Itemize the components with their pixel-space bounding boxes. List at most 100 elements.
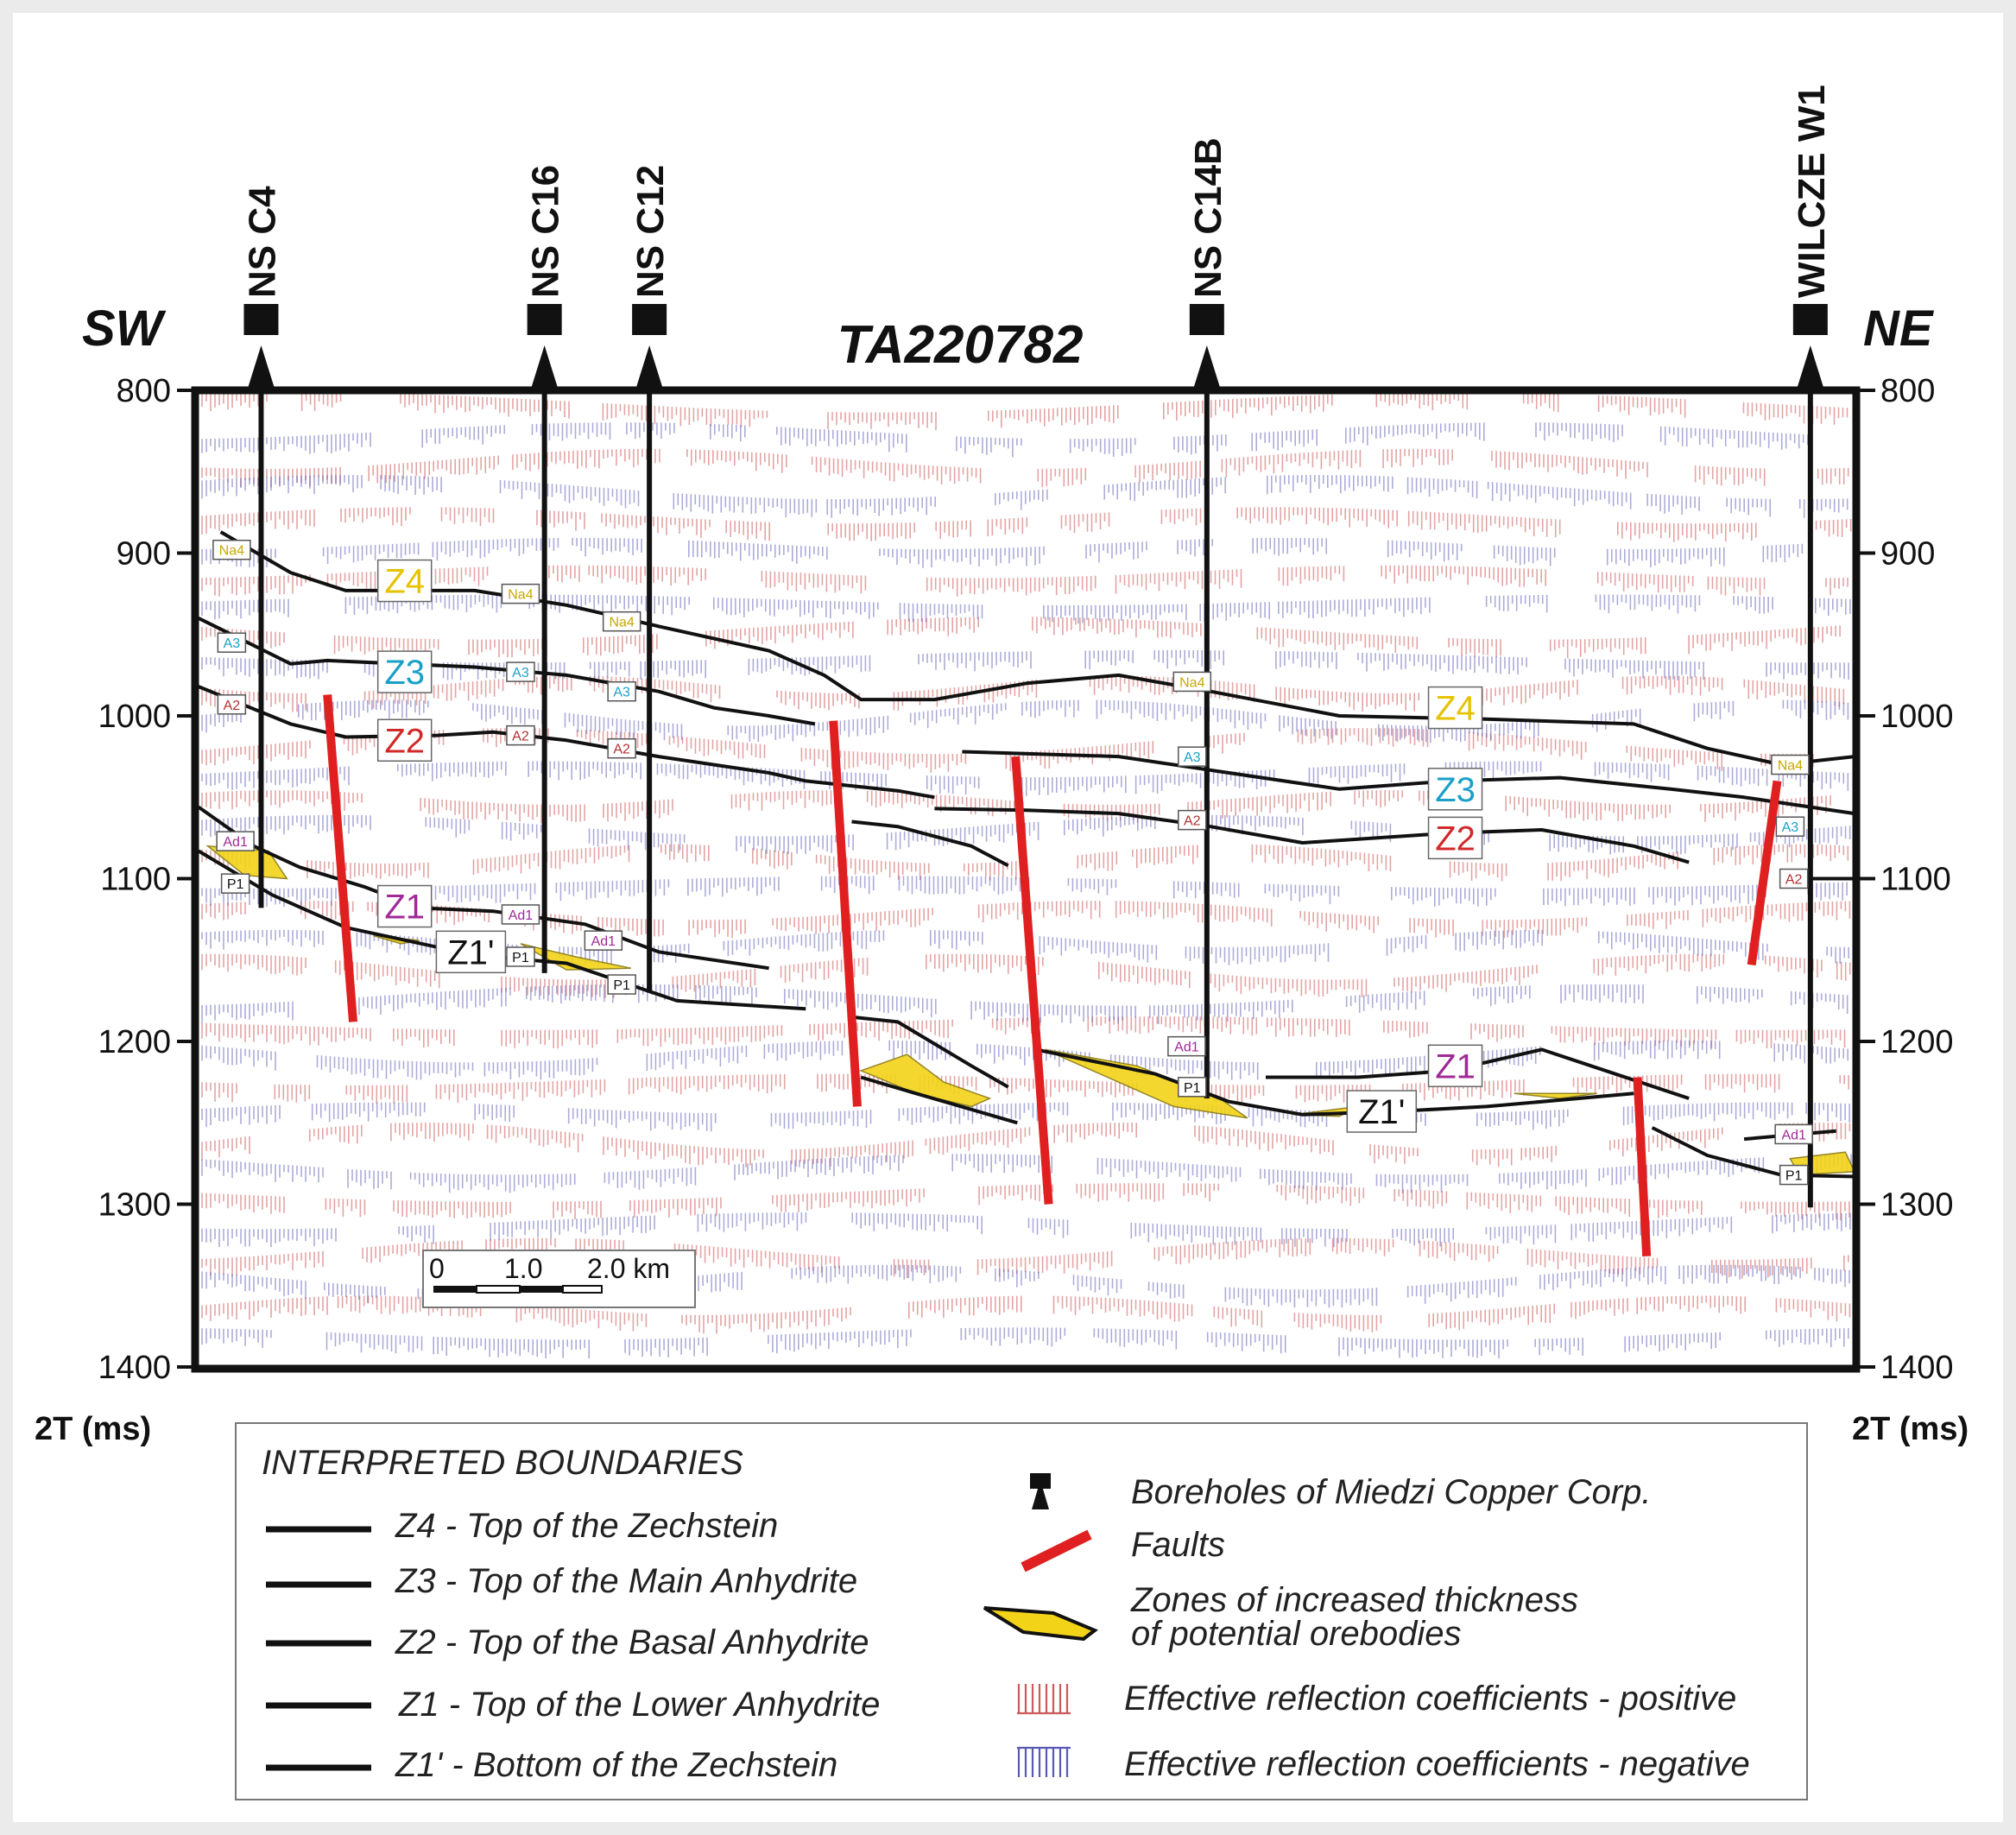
- legend-orebody-symbol: [983, 1606, 1098, 1642]
- horizon-label-7: Z3: [1427, 768, 1483, 811]
- marker-tag-box: [1779, 868, 1809, 889]
- horizon-label-3: Z2: [376, 718, 433, 762]
- borehole-name-label: NS C4: [241, 186, 283, 298]
- left-tick-label-800: 800: [117, 373, 171, 409]
- horizon-label-8: Z2: [1427, 816, 1483, 860]
- legend-boreholes-text: Boreholes of Miedzi Copper Corp.: [1131, 1473, 1652, 1511]
- horizon-label-text: Z4: [384, 563, 425, 601]
- horizon-z4-segment-1: [219, 530, 1855, 767]
- legend-z1p-text: Z1' - Bottom of the Zechstein: [395, 1746, 837, 1784]
- borehole-name-label: NS C16: [525, 165, 567, 298]
- marker-tag-text: A3: [1184, 750, 1201, 765]
- marker-tag-box: [506, 725, 535, 746]
- borehole-name-label: NS C14B: [1187, 137, 1229, 298]
- marker-tag-11: Na4: [602, 611, 641, 632]
- marker-tag-text: A2: [224, 699, 241, 713]
- marker-tag-text: Na4: [1179, 675, 1204, 690]
- faults: [323, 694, 1782, 1257]
- right-tick-label-1100: 1100: [1880, 862, 1951, 898]
- legend-positive-text: Effective reflection coefficients - posi…: [1124, 1680, 1736, 1718]
- borehole-head-square: [1792, 304, 1828, 335]
- horizon-z1p-segment-2: [851, 1015, 1009, 1089]
- horizon-labels: Z4 Z3 Z2 Z1 Z1' Z4 Z3 Z2 Z1 Z1': [376, 559, 1483, 1133]
- horizon-z1b-segment-1: [860, 1075, 1018, 1125]
- horizon-z1-segment-2: [851, 819, 1009, 868]
- legend-negative-coef-symbol: [1017, 1746, 1071, 1777]
- marker-tag-box: [607, 680, 636, 702]
- marker-tag-box: [607, 974, 636, 995]
- horizon-label-text: Z1: [384, 889, 425, 927]
- legend-faults-text: Faults: [1131, 1526, 1225, 1564]
- horizon-z1b-segment-4: [1651, 1126, 1855, 1179]
- legend: INTERPRETED BOUNDARIES Z4 - Top of the Z…: [235, 1422, 1808, 1800]
- borehole-head-square: [632, 304, 667, 335]
- left-tick-label-1400: 1400: [98, 1350, 171, 1386]
- right-tick-label-1400: 1400: [1880, 1350, 1954, 1386]
- marker-tag-box: [506, 661, 535, 682]
- borehole-name-label: NS C12: [629, 165, 672, 298]
- horizon-label-text: Z4: [1435, 690, 1476, 728]
- marker-tag-21: Na4: [1771, 754, 1810, 775]
- horizon-label-6: Z4: [1427, 686, 1483, 730]
- horizon-label-2: Z3: [376, 650, 433, 693]
- orebody-zones: [205, 845, 1856, 1176]
- marker-tag-text: P1: [227, 877, 244, 892]
- marker-tag-text: P1: [1184, 1081, 1201, 1096]
- fault-3: [1011, 756, 1053, 1205]
- horizon-label-text: Z1': [1358, 1093, 1405, 1131]
- horizon-label-box: [376, 650, 433, 693]
- marker-tag-text: A3: [512, 666, 529, 680]
- horizon-label-box: [1427, 768, 1483, 811]
- marker-tag-text: A2: [512, 730, 529, 744]
- direction-right-label: NE: [1863, 301, 1935, 357]
- marker-tag-6: Na4: [501, 583, 540, 604]
- marker-tag-text: A2: [613, 743, 630, 757]
- marker-tag-5: P1: [220, 873, 250, 894]
- marker-tags: Na4 A3 A2 Ad1 P1 Na4 A3 A2 Ad1 P1 Na4 A3 A2 Ad1 P1 Na4 A…: [212, 539, 1813, 1186]
- borehole-4: NS C14B: [1187, 137, 1229, 1098]
- right-tick-label-1300: 1300: [1880, 1187, 1954, 1224]
- axis-unit-left: 2T (ms): [35, 1411, 151, 1447]
- marker-tag-box: [584, 930, 623, 951]
- legend-positive-coef-symbol: [1017, 1684, 1071, 1715]
- orebody-zone-5: [1044, 1048, 1248, 1119]
- marker-tag-10: P1: [506, 946, 535, 967]
- legend-z3-text: Z3 - Top of the Main Anhydrite: [395, 1562, 857, 1600]
- scale-bar-segment-1: [433, 1286, 477, 1293]
- fault-5: [1633, 1077, 1652, 1257]
- legend-negative-text: Effective reflection coefficients - nega…: [1124, 1745, 1750, 1783]
- marker-tag-25: P1: [1779, 1164, 1809, 1186]
- legend-negative-glyph: [1017, 1746, 1071, 1777]
- marker-tag-text: Ad1: [1781, 1128, 1806, 1142]
- scale-bar-segment-2: [476, 1285, 521, 1294]
- legend-z1-text: Z1 - Top of the Lower Anhydrite: [398, 1686, 880, 1724]
- horizon-label-box: [1427, 816, 1483, 860]
- marker-tag-box: [1178, 746, 1207, 767]
- time-axis-left: 800 900 1000 1100 1200 1300 1400: [98, 373, 195, 1386]
- marker-tag-box: [1178, 1077, 1207, 1098]
- marker-tag-1: Na4: [212, 539, 251, 560]
- horizon-label-box: [1346, 1090, 1418, 1133]
- marker-tag-3: A2: [217, 694, 247, 715]
- marker-tag-8: A2: [506, 725, 535, 746]
- marker-tag-box: [1771, 754, 1810, 775]
- legend-zones-text-line2: of potential orebodies: [1131, 1615, 1462, 1653]
- legend-positive-glyph: [1017, 1684, 1071, 1715]
- horizon-label-4: Z1: [376, 884, 433, 928]
- marker-tag-15: P1: [607, 974, 636, 995]
- marker-tag-text: A2: [1785, 873, 1803, 888]
- horizon-label-text: Z1': [447, 933, 494, 971]
- borehole-name-label: WILCZE W1: [1791, 85, 1833, 298]
- borehole-head-arrow: [248, 345, 275, 387]
- marker-tag-18: A2: [1178, 809, 1207, 831]
- orebody-zone-7: [1514, 1092, 1597, 1099]
- marker-tag-4: Ad1: [216, 831, 255, 851]
- scale-bar: 0 1.0 2.0 km: [422, 1250, 696, 1308]
- marker-tag-23: A2: [1779, 868, 1809, 889]
- legend-borehole-symbol: [1030, 1473, 1051, 1509]
- borehole-5: WILCZE W1: [1791, 85, 1833, 1208]
- marker-tag-7: A3: [506, 661, 535, 682]
- left-tick-label-1200: 1200: [98, 1024, 171, 1060]
- marker-tag-box: [1167, 1035, 1206, 1057]
